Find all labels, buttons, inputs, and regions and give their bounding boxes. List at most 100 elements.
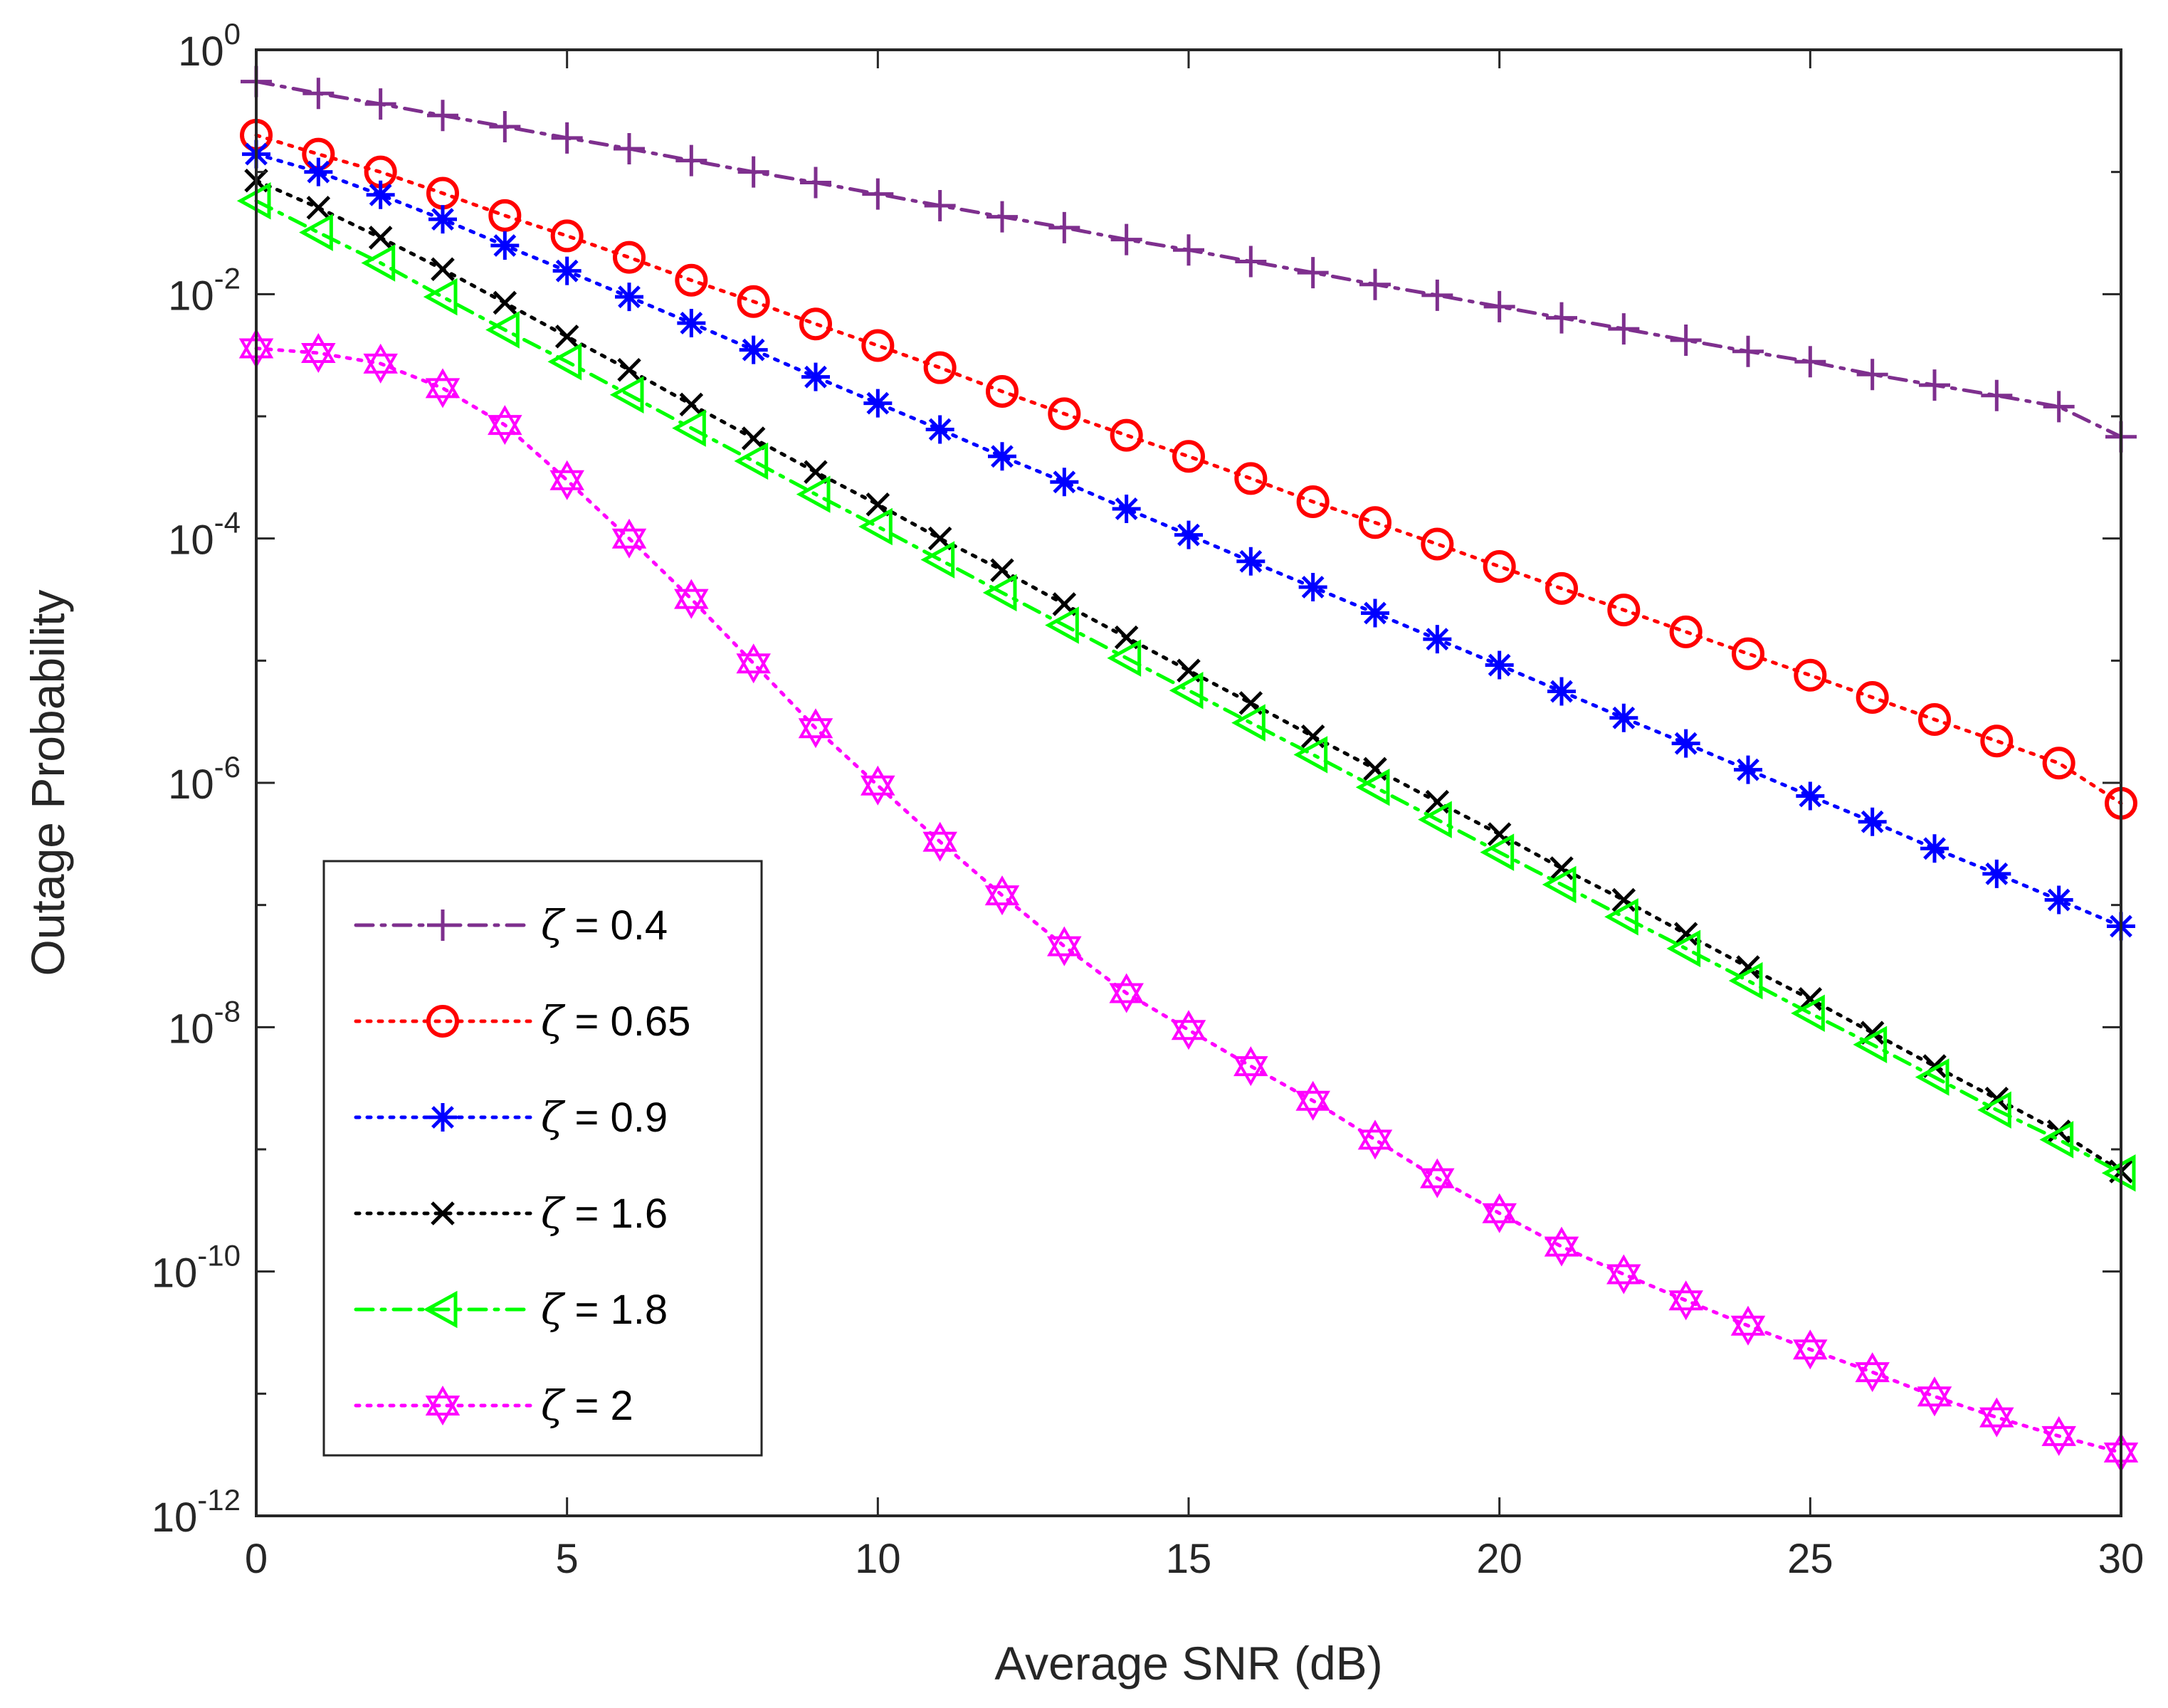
legend-entry-1: ζ = 0.65 <box>354 997 690 1045</box>
data-point-marker <box>923 351 957 384</box>
data-point-marker <box>861 765 895 806</box>
x-tick-label: 5 <box>556 1536 579 1582</box>
data-point-marker <box>366 180 395 209</box>
data-point-marker <box>1919 369 1950 401</box>
data-point-marker <box>1171 1010 1206 1050</box>
legend-entry-5: ζ = 2 <box>354 1381 633 1430</box>
legend-marker <box>427 910 458 941</box>
data-point-marker <box>1794 658 1827 692</box>
data-point-marker <box>361 244 396 282</box>
data-point-marker <box>1421 279 1453 311</box>
data-point-marker <box>804 460 828 485</box>
data-point-marker <box>1608 313 1640 345</box>
data-point-marker <box>1107 639 1142 677</box>
legend-label: ζ = 0.65 <box>541 997 690 1045</box>
data-point-marker <box>677 308 706 337</box>
legend-entry-0: ζ = 0.4 <box>354 901 668 949</box>
data-point-marker <box>1047 926 1082 966</box>
data-point-marker <box>1109 973 1144 1013</box>
data-point-marker <box>1420 1158 1455 1198</box>
data-point-marker <box>1112 494 1141 523</box>
data-point-marker <box>1607 594 1641 627</box>
data-point-marker <box>801 362 830 391</box>
data-point-marker <box>990 558 1014 583</box>
data-point-marker <box>982 574 1017 612</box>
data-point-marker <box>549 460 584 500</box>
legend-label: ζ = 1.6 <box>541 1189 668 1238</box>
data-point-marker <box>672 409 706 447</box>
data-point-marker <box>1609 703 1638 732</box>
data-point-marker <box>485 311 520 349</box>
data-point-marker <box>428 205 457 234</box>
data-point-marker <box>304 157 333 186</box>
data-point-marker <box>741 426 766 450</box>
x-tick-label: 10 <box>855 1536 901 1582</box>
data-point-marker <box>490 231 520 260</box>
legend-label: ζ = 0.4 <box>541 901 668 949</box>
data-point-marker <box>1418 801 1452 838</box>
data-point-marker <box>1172 440 1205 473</box>
legend-entry-2: ζ = 0.9 <box>354 1093 668 1142</box>
legend-entry-4: ζ = 1.8 <box>354 1285 668 1334</box>
y-tick-label: 10-8 <box>168 994 241 1052</box>
data-point-marker <box>1668 1280 1703 1321</box>
data-point-marker <box>922 821 957 862</box>
data-point-marker <box>1856 359 1888 391</box>
data-point-marker <box>1855 1352 1890 1393</box>
data-point-marker <box>1293 736 1328 774</box>
y-tick-exponent: -2 <box>214 261 241 295</box>
y-tick-base: 10 <box>152 1250 198 1297</box>
data-point-marker <box>547 343 582 381</box>
data-point-marker <box>1549 856 1574 880</box>
data-point-marker <box>551 122 583 154</box>
legend-box <box>322 860 763 1457</box>
legend-value: = 0.9 <box>563 1095 668 1141</box>
data-point-marker <box>1236 547 1265 576</box>
data-point-marker <box>1045 606 1079 644</box>
ticks-layer <box>255 48 2122 1517</box>
data-point-marker <box>986 201 1018 233</box>
data-point-marker <box>1482 1193 1517 1233</box>
data-point-marker <box>2041 1416 2076 1456</box>
legend-entry-3: ζ = 1.6 <box>354 1189 668 1238</box>
y-tick-exponent: -10 <box>197 1239 241 1272</box>
tick-labels: 0 5 10 15 20 25 3010010-210-410-610-810-1010-1… <box>152 17 2144 1582</box>
data-point-marker <box>1791 994 1825 1033</box>
data-point-marker <box>1295 1080 1330 1121</box>
data-point-marker <box>554 325 579 349</box>
data-point-marker <box>1918 702 1951 736</box>
y-tick-exponent: 0 <box>224 17 241 51</box>
data-point-marker <box>1606 1254 1641 1295</box>
y-tick-label: 10-12 <box>152 1483 241 1541</box>
data-point-marker <box>984 875 1020 916</box>
data-point-marker <box>858 507 893 546</box>
legend-entries: ζ = 0.4 ζ = 0.65 ζ = 0.9 ζ = 1.6 ζ = 1.8 ζ = … <box>354 901 690 1430</box>
data-point-marker <box>431 257 455 282</box>
data-point-marker <box>1169 672 1204 710</box>
data-point-marker <box>1858 807 1887 836</box>
data-point-marker <box>1361 599 1389 628</box>
data-point-marker <box>488 405 522 446</box>
data-point-marker <box>1794 346 1826 378</box>
data-point-marker <box>1234 462 1268 495</box>
data-point-marker <box>1728 961 1763 1000</box>
legend-label: ζ = 0.9 <box>541 1093 668 1142</box>
legend-label: ζ = 2 <box>541 1381 633 1430</box>
data-point-marker <box>488 199 522 232</box>
y-tick-exponent: -12 <box>197 1483 241 1517</box>
data-point-marker <box>796 475 831 513</box>
data-point-marker <box>1233 1046 1268 1087</box>
data-point-marker <box>863 389 893 418</box>
data-point-marker <box>306 196 331 220</box>
data-point-marker <box>920 541 955 579</box>
legend-value: = 0.65 <box>563 998 690 1045</box>
x-tick-label: 30 <box>2098 1536 2145 1582</box>
data-point-marker <box>1050 468 1079 497</box>
data-point-marker <box>1980 724 2014 758</box>
y-tick-label: 10-6 <box>168 750 241 808</box>
series-0 <box>241 65 2137 453</box>
data-point-marker <box>1673 922 1698 947</box>
data-point-marker <box>614 132 645 164</box>
data-point-marker <box>425 368 461 408</box>
data-point-marker <box>734 442 769 480</box>
